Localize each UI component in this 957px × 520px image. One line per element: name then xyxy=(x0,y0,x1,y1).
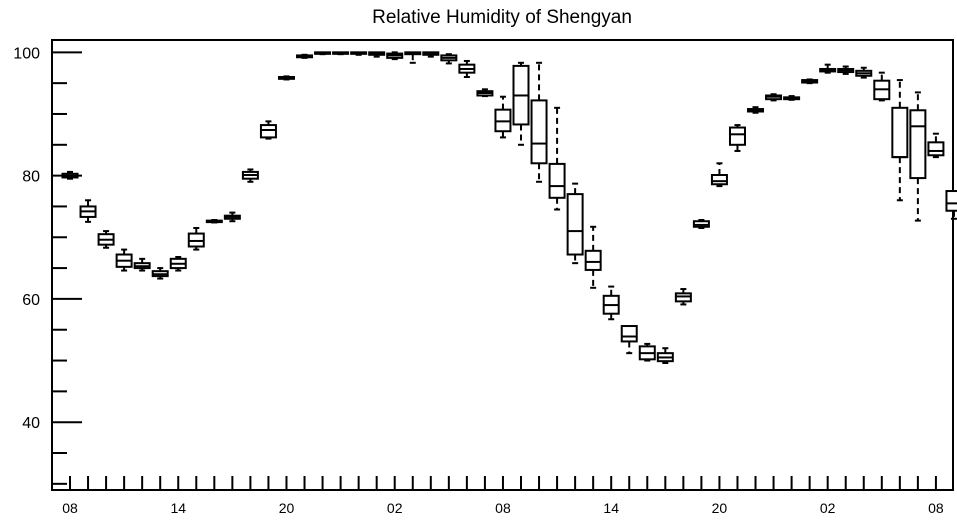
x-tick-label: 14 xyxy=(603,500,619,516)
box-26 xyxy=(530,61,548,183)
x-tick-label: 02 xyxy=(387,500,403,516)
box-rect xyxy=(548,162,566,199)
box-2 xyxy=(97,230,115,249)
box-33 xyxy=(656,347,674,365)
box-rect xyxy=(945,190,957,212)
axes: 40 60 80 100 08 14 20 02 08 14 20 02 08 xyxy=(13,39,954,516)
box-7 xyxy=(187,227,205,251)
box-43 xyxy=(837,65,855,75)
box-41 xyxy=(801,78,819,85)
box-14 xyxy=(314,51,332,56)
box-4 xyxy=(133,257,151,272)
box-15 xyxy=(332,51,350,56)
box-40 xyxy=(783,95,801,101)
box-36 xyxy=(710,162,728,188)
box-12 xyxy=(277,75,295,81)
box-rect xyxy=(620,325,638,343)
box-17 xyxy=(368,51,386,58)
box-28 xyxy=(566,182,584,265)
box-46 xyxy=(891,79,909,202)
box-rect xyxy=(728,126,746,146)
box-22 xyxy=(458,59,476,78)
box-rect xyxy=(259,124,277,139)
box-rect xyxy=(710,174,728,186)
box-rect xyxy=(530,99,548,165)
box-rect xyxy=(566,193,584,256)
box-13 xyxy=(296,53,314,59)
box-20 xyxy=(422,51,440,58)
box-38 xyxy=(747,106,765,114)
x-tick-label: 20 xyxy=(279,500,295,516)
box-31 xyxy=(620,325,638,355)
y-tick-label: 80 xyxy=(22,169,40,186)
x-tick-label: 14 xyxy=(170,500,186,516)
box-25 xyxy=(512,61,530,146)
box-30 xyxy=(602,285,620,321)
box-37 xyxy=(728,124,746,152)
box-19 xyxy=(404,51,422,64)
box-21 xyxy=(440,53,458,65)
x-tick-label: 02 xyxy=(820,500,836,516)
box-42 xyxy=(819,63,837,74)
x-tick-label: 20 xyxy=(712,500,728,516)
chart-title: Relative Humidity of Shengyan xyxy=(372,7,632,28)
y-tick-label: 100 xyxy=(13,45,40,62)
box-rect xyxy=(891,106,909,159)
y-tick-label: 40 xyxy=(22,415,40,432)
x-tick-label: 08 xyxy=(62,500,78,516)
box-rect xyxy=(584,249,602,271)
box-24 xyxy=(494,95,512,139)
x-tick-label: 08 xyxy=(928,500,944,516)
box-5 xyxy=(151,267,169,280)
x-tick-label: 08 xyxy=(495,500,511,516)
box-27 xyxy=(548,106,566,211)
box-47 xyxy=(909,91,927,222)
box-3 xyxy=(115,248,133,272)
box-44 xyxy=(855,66,873,79)
box-0 xyxy=(61,170,79,180)
box-34 xyxy=(674,288,692,306)
box-29 xyxy=(584,225,602,289)
box-32 xyxy=(638,342,656,362)
box-6 xyxy=(169,255,187,272)
box-49 xyxy=(945,190,957,220)
box-23 xyxy=(476,88,494,98)
box-9 xyxy=(223,211,241,223)
box-48 xyxy=(927,132,945,159)
box-8 xyxy=(205,219,223,224)
box-1 xyxy=(79,199,97,223)
box-18 xyxy=(386,51,404,61)
box-rect xyxy=(909,109,927,180)
box-rect xyxy=(927,141,945,157)
boxes-layer xyxy=(61,51,957,365)
box-11 xyxy=(259,120,277,140)
box-16 xyxy=(350,51,368,56)
y-tick-label: 60 xyxy=(22,292,40,309)
box-35 xyxy=(692,219,710,230)
box-10 xyxy=(241,168,259,183)
box-39 xyxy=(765,93,783,102)
box-45 xyxy=(873,71,891,102)
